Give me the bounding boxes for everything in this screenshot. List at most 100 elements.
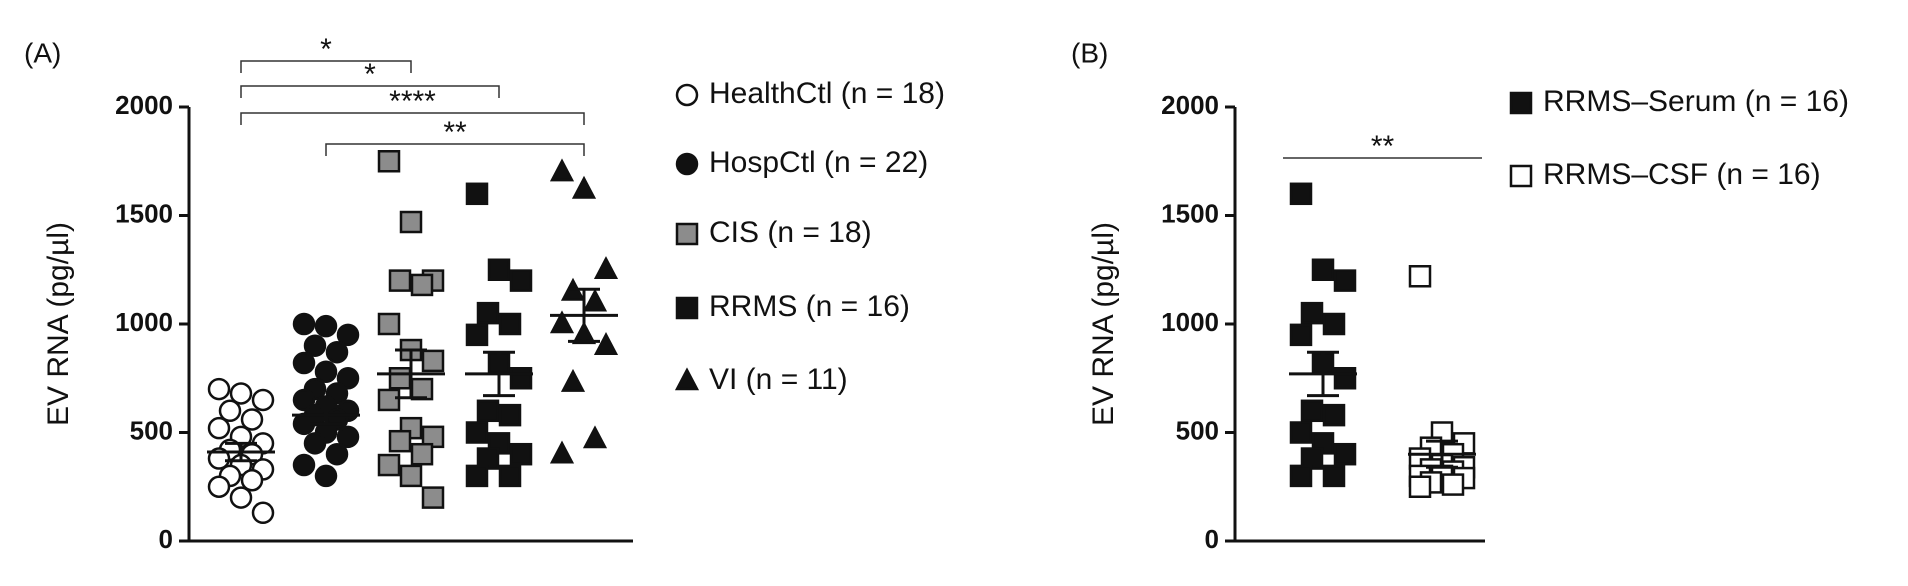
data-point bbox=[325, 340, 349, 364]
data-point bbox=[1441, 473, 1465, 496]
legend-marker bbox=[674, 367, 700, 391]
data-point bbox=[303, 334, 327, 357]
sem-bar bbox=[1307, 350, 1339, 398]
data-point bbox=[229, 382, 253, 405]
legend-label: CIS (n = 18) bbox=[709, 216, 872, 249]
legend-marker bbox=[675, 83, 699, 107]
data-point bbox=[314, 314, 338, 338]
data-point bbox=[240, 468, 264, 492]
data-point bbox=[377, 150, 401, 173]
data-point bbox=[1322, 403, 1346, 427]
y-tick-label: 1500 bbox=[1161, 198, 1219, 228]
data-point bbox=[1300, 301, 1324, 325]
data-point bbox=[218, 399, 242, 423]
data-point bbox=[377, 388, 401, 412]
legend-label: RRMS (n = 16) bbox=[709, 290, 910, 323]
data-point bbox=[1289, 323, 1313, 347]
sem-bar bbox=[310, 404, 342, 426]
data-point bbox=[476, 301, 500, 325]
data-point bbox=[314, 464, 338, 488]
data-point bbox=[1333, 367, 1357, 390]
significance-label: **** bbox=[389, 85, 436, 118]
significance-bracket bbox=[240, 85, 500, 98]
data-point bbox=[399, 210, 423, 234]
data-point bbox=[325, 442, 349, 466]
y-tick-label: 0 bbox=[1205, 524, 1219, 554]
data-point bbox=[1322, 464, 1346, 488]
data-point bbox=[377, 312, 401, 336]
y-axis-label: EV RNA (pg/µl) bbox=[42, 222, 75, 426]
data-point bbox=[1311, 258, 1335, 281]
legend-marker bbox=[675, 152, 699, 176]
data-point bbox=[582, 288, 608, 312]
data-point bbox=[410, 273, 434, 297]
data-point bbox=[251, 501, 275, 525]
data-point bbox=[498, 464, 522, 488]
sem-bar bbox=[1426, 439, 1458, 469]
y-tick-label: 500 bbox=[130, 415, 173, 445]
data-point bbox=[465, 182, 489, 206]
significance-bracket bbox=[240, 112, 585, 125]
sem-bar bbox=[225, 441, 257, 463]
data-point bbox=[410, 377, 434, 401]
data-point bbox=[498, 312, 522, 336]
significance-bracket bbox=[240, 60, 412, 73]
data-point bbox=[207, 475, 231, 498]
legend-label: HealthCtl (n = 18) bbox=[709, 77, 945, 110]
data-point bbox=[498, 403, 522, 427]
data-point bbox=[1408, 475, 1432, 498]
y-tick-label: 1500 bbox=[115, 198, 173, 228]
data-point bbox=[509, 442, 533, 466]
data-point bbox=[292, 351, 316, 375]
data-point bbox=[1289, 464, 1313, 488]
data-point bbox=[207, 447, 231, 470]
data-point bbox=[549, 440, 575, 464]
y-tick-label: 2000 bbox=[115, 90, 173, 120]
y-tick-label: 0 bbox=[159, 524, 173, 554]
data-point bbox=[1289, 182, 1313, 206]
data-point bbox=[1333, 442, 1357, 466]
data-point bbox=[207, 377, 231, 401]
data-point bbox=[229, 486, 253, 509]
legend-marker bbox=[1509, 91, 1533, 115]
sem-bar bbox=[483, 350, 515, 398]
data-point bbox=[509, 367, 533, 390]
data-point bbox=[1289, 421, 1313, 444]
panel-label: (A) bbox=[24, 37, 61, 68]
legend-label: VI (n = 11) bbox=[709, 363, 848, 396]
data-point bbox=[388, 269, 412, 292]
data-point bbox=[314, 360, 338, 383]
data-point bbox=[593, 332, 619, 355]
y-axis-label: EV RNA (pg/µl) bbox=[1087, 222, 1120, 426]
data-point bbox=[292, 453, 316, 477]
data-point bbox=[399, 464, 423, 488]
data-point bbox=[549, 158, 575, 182]
legend-label: RRMS–Serum (n = 16) bbox=[1543, 85, 1849, 118]
y-tick-label: 1000 bbox=[115, 307, 173, 337]
data-point bbox=[487, 258, 511, 281]
y-tick-label: 2000 bbox=[1161, 90, 1219, 120]
data-point bbox=[465, 464, 489, 488]
data-point bbox=[1333, 269, 1357, 292]
significance-label: ** bbox=[1371, 130, 1395, 163]
legend-marker bbox=[675, 222, 699, 246]
data-point bbox=[388, 367, 412, 390]
sem-bar bbox=[395, 348, 427, 400]
data-point bbox=[207, 416, 231, 440]
sem-bar bbox=[568, 287, 600, 343]
data-point bbox=[336, 425, 360, 449]
significance-bracket bbox=[325, 143, 585, 156]
data-point bbox=[388, 429, 412, 453]
data-point bbox=[336, 367, 360, 390]
data-point bbox=[303, 432, 327, 455]
data-point bbox=[377, 453, 401, 477]
legend-label: HospCtl (n = 22) bbox=[709, 146, 928, 179]
significance-label: * bbox=[320, 33, 332, 66]
data-point bbox=[421, 486, 445, 509]
legend-marker bbox=[1509, 164, 1533, 188]
significance-label: ** bbox=[443, 116, 467, 149]
data-point bbox=[240, 408, 264, 431]
data-point bbox=[465, 421, 489, 444]
